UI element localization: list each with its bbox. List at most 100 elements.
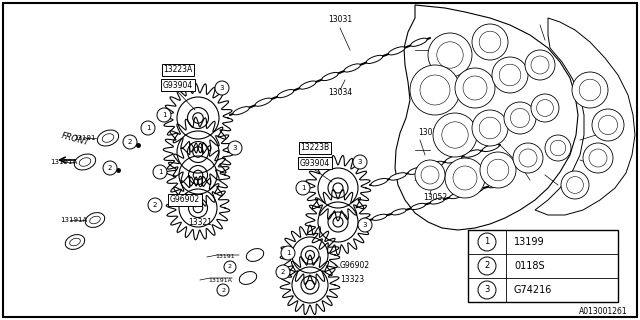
Text: 1: 1 bbox=[484, 237, 490, 246]
Circle shape bbox=[583, 143, 613, 173]
Ellipse shape bbox=[483, 144, 499, 152]
Ellipse shape bbox=[74, 154, 95, 170]
Circle shape bbox=[478, 233, 496, 251]
Text: G74216: G74216 bbox=[514, 285, 552, 295]
Circle shape bbox=[415, 160, 445, 190]
Circle shape bbox=[353, 155, 367, 169]
Circle shape bbox=[215, 81, 229, 95]
Circle shape bbox=[572, 72, 608, 108]
Ellipse shape bbox=[85, 212, 105, 228]
Text: 13037: 13037 bbox=[418, 128, 442, 137]
Circle shape bbox=[217, 284, 229, 296]
Text: 13052: 13052 bbox=[423, 193, 447, 202]
Text: 2: 2 bbox=[484, 261, 490, 270]
Ellipse shape bbox=[392, 209, 406, 215]
Text: 13223A: 13223A bbox=[163, 66, 193, 75]
Text: 3: 3 bbox=[484, 285, 490, 294]
Circle shape bbox=[141, 121, 155, 135]
Text: 1: 1 bbox=[162, 112, 166, 118]
Text: 2: 2 bbox=[228, 265, 232, 269]
Ellipse shape bbox=[277, 90, 294, 98]
Circle shape bbox=[504, 102, 536, 134]
Circle shape bbox=[525, 50, 555, 80]
Text: 13323: 13323 bbox=[340, 275, 364, 284]
Text: 13191: 13191 bbox=[215, 254, 235, 260]
Circle shape bbox=[472, 24, 508, 60]
Ellipse shape bbox=[233, 107, 250, 115]
Text: 13034: 13034 bbox=[328, 88, 352, 97]
Ellipse shape bbox=[366, 55, 383, 63]
Circle shape bbox=[472, 110, 508, 146]
Text: 1: 1 bbox=[285, 250, 291, 256]
Circle shape bbox=[455, 68, 495, 108]
Circle shape bbox=[592, 109, 624, 141]
Circle shape bbox=[157, 108, 171, 122]
Ellipse shape bbox=[255, 98, 271, 106]
Text: 3: 3 bbox=[363, 222, 367, 228]
Circle shape bbox=[478, 257, 496, 275]
Text: 13191: 13191 bbox=[73, 135, 95, 141]
Circle shape bbox=[228, 141, 242, 155]
Ellipse shape bbox=[65, 235, 84, 249]
Circle shape bbox=[123, 135, 137, 149]
Ellipse shape bbox=[97, 130, 118, 146]
Circle shape bbox=[296, 181, 310, 195]
Text: G93904: G93904 bbox=[163, 81, 193, 90]
Ellipse shape bbox=[411, 203, 426, 210]
Text: 1: 1 bbox=[301, 185, 305, 191]
Circle shape bbox=[428, 33, 472, 77]
Ellipse shape bbox=[102, 134, 114, 142]
Ellipse shape bbox=[449, 193, 464, 199]
Circle shape bbox=[545, 135, 571, 161]
Ellipse shape bbox=[79, 158, 91, 166]
Text: 3: 3 bbox=[358, 159, 362, 165]
Text: 2: 2 bbox=[221, 287, 225, 292]
Ellipse shape bbox=[70, 238, 80, 246]
Ellipse shape bbox=[90, 216, 100, 224]
Text: 13191A: 13191A bbox=[50, 159, 77, 165]
Text: A013001261: A013001261 bbox=[579, 307, 628, 316]
Circle shape bbox=[410, 65, 460, 115]
Ellipse shape bbox=[445, 156, 462, 163]
Ellipse shape bbox=[408, 167, 425, 174]
Circle shape bbox=[445, 158, 485, 198]
Ellipse shape bbox=[300, 81, 316, 89]
Circle shape bbox=[561, 171, 589, 199]
Text: 2: 2 bbox=[281, 269, 285, 275]
Ellipse shape bbox=[371, 179, 388, 186]
Ellipse shape bbox=[246, 249, 264, 261]
Text: FRONT: FRONT bbox=[60, 131, 90, 147]
Text: 2: 2 bbox=[128, 139, 132, 145]
Ellipse shape bbox=[469, 187, 483, 193]
Text: 13191A: 13191A bbox=[60, 217, 87, 223]
Circle shape bbox=[148, 198, 162, 212]
Ellipse shape bbox=[344, 64, 360, 72]
Text: 1: 1 bbox=[146, 125, 150, 131]
Ellipse shape bbox=[488, 182, 502, 188]
Circle shape bbox=[281, 246, 295, 260]
Circle shape bbox=[224, 261, 236, 273]
Ellipse shape bbox=[427, 161, 444, 169]
Text: G93904: G93904 bbox=[300, 158, 330, 167]
Circle shape bbox=[153, 165, 167, 179]
Ellipse shape bbox=[372, 214, 387, 220]
Text: G96902: G96902 bbox=[170, 196, 200, 204]
Ellipse shape bbox=[322, 72, 338, 81]
Circle shape bbox=[276, 265, 290, 279]
Text: 13223B: 13223B bbox=[300, 143, 330, 153]
Circle shape bbox=[478, 281, 496, 299]
Circle shape bbox=[531, 94, 559, 122]
Text: 0118S: 0118S bbox=[514, 261, 545, 271]
Circle shape bbox=[103, 161, 117, 175]
Ellipse shape bbox=[388, 47, 405, 55]
Circle shape bbox=[433, 113, 477, 157]
Ellipse shape bbox=[411, 38, 427, 46]
Ellipse shape bbox=[239, 272, 257, 284]
Text: 2: 2 bbox=[108, 165, 112, 171]
Text: 2: 2 bbox=[153, 202, 157, 208]
Ellipse shape bbox=[464, 150, 481, 157]
Circle shape bbox=[480, 152, 516, 188]
Ellipse shape bbox=[430, 198, 445, 204]
Text: G96902: G96902 bbox=[340, 261, 370, 270]
Circle shape bbox=[513, 143, 543, 173]
